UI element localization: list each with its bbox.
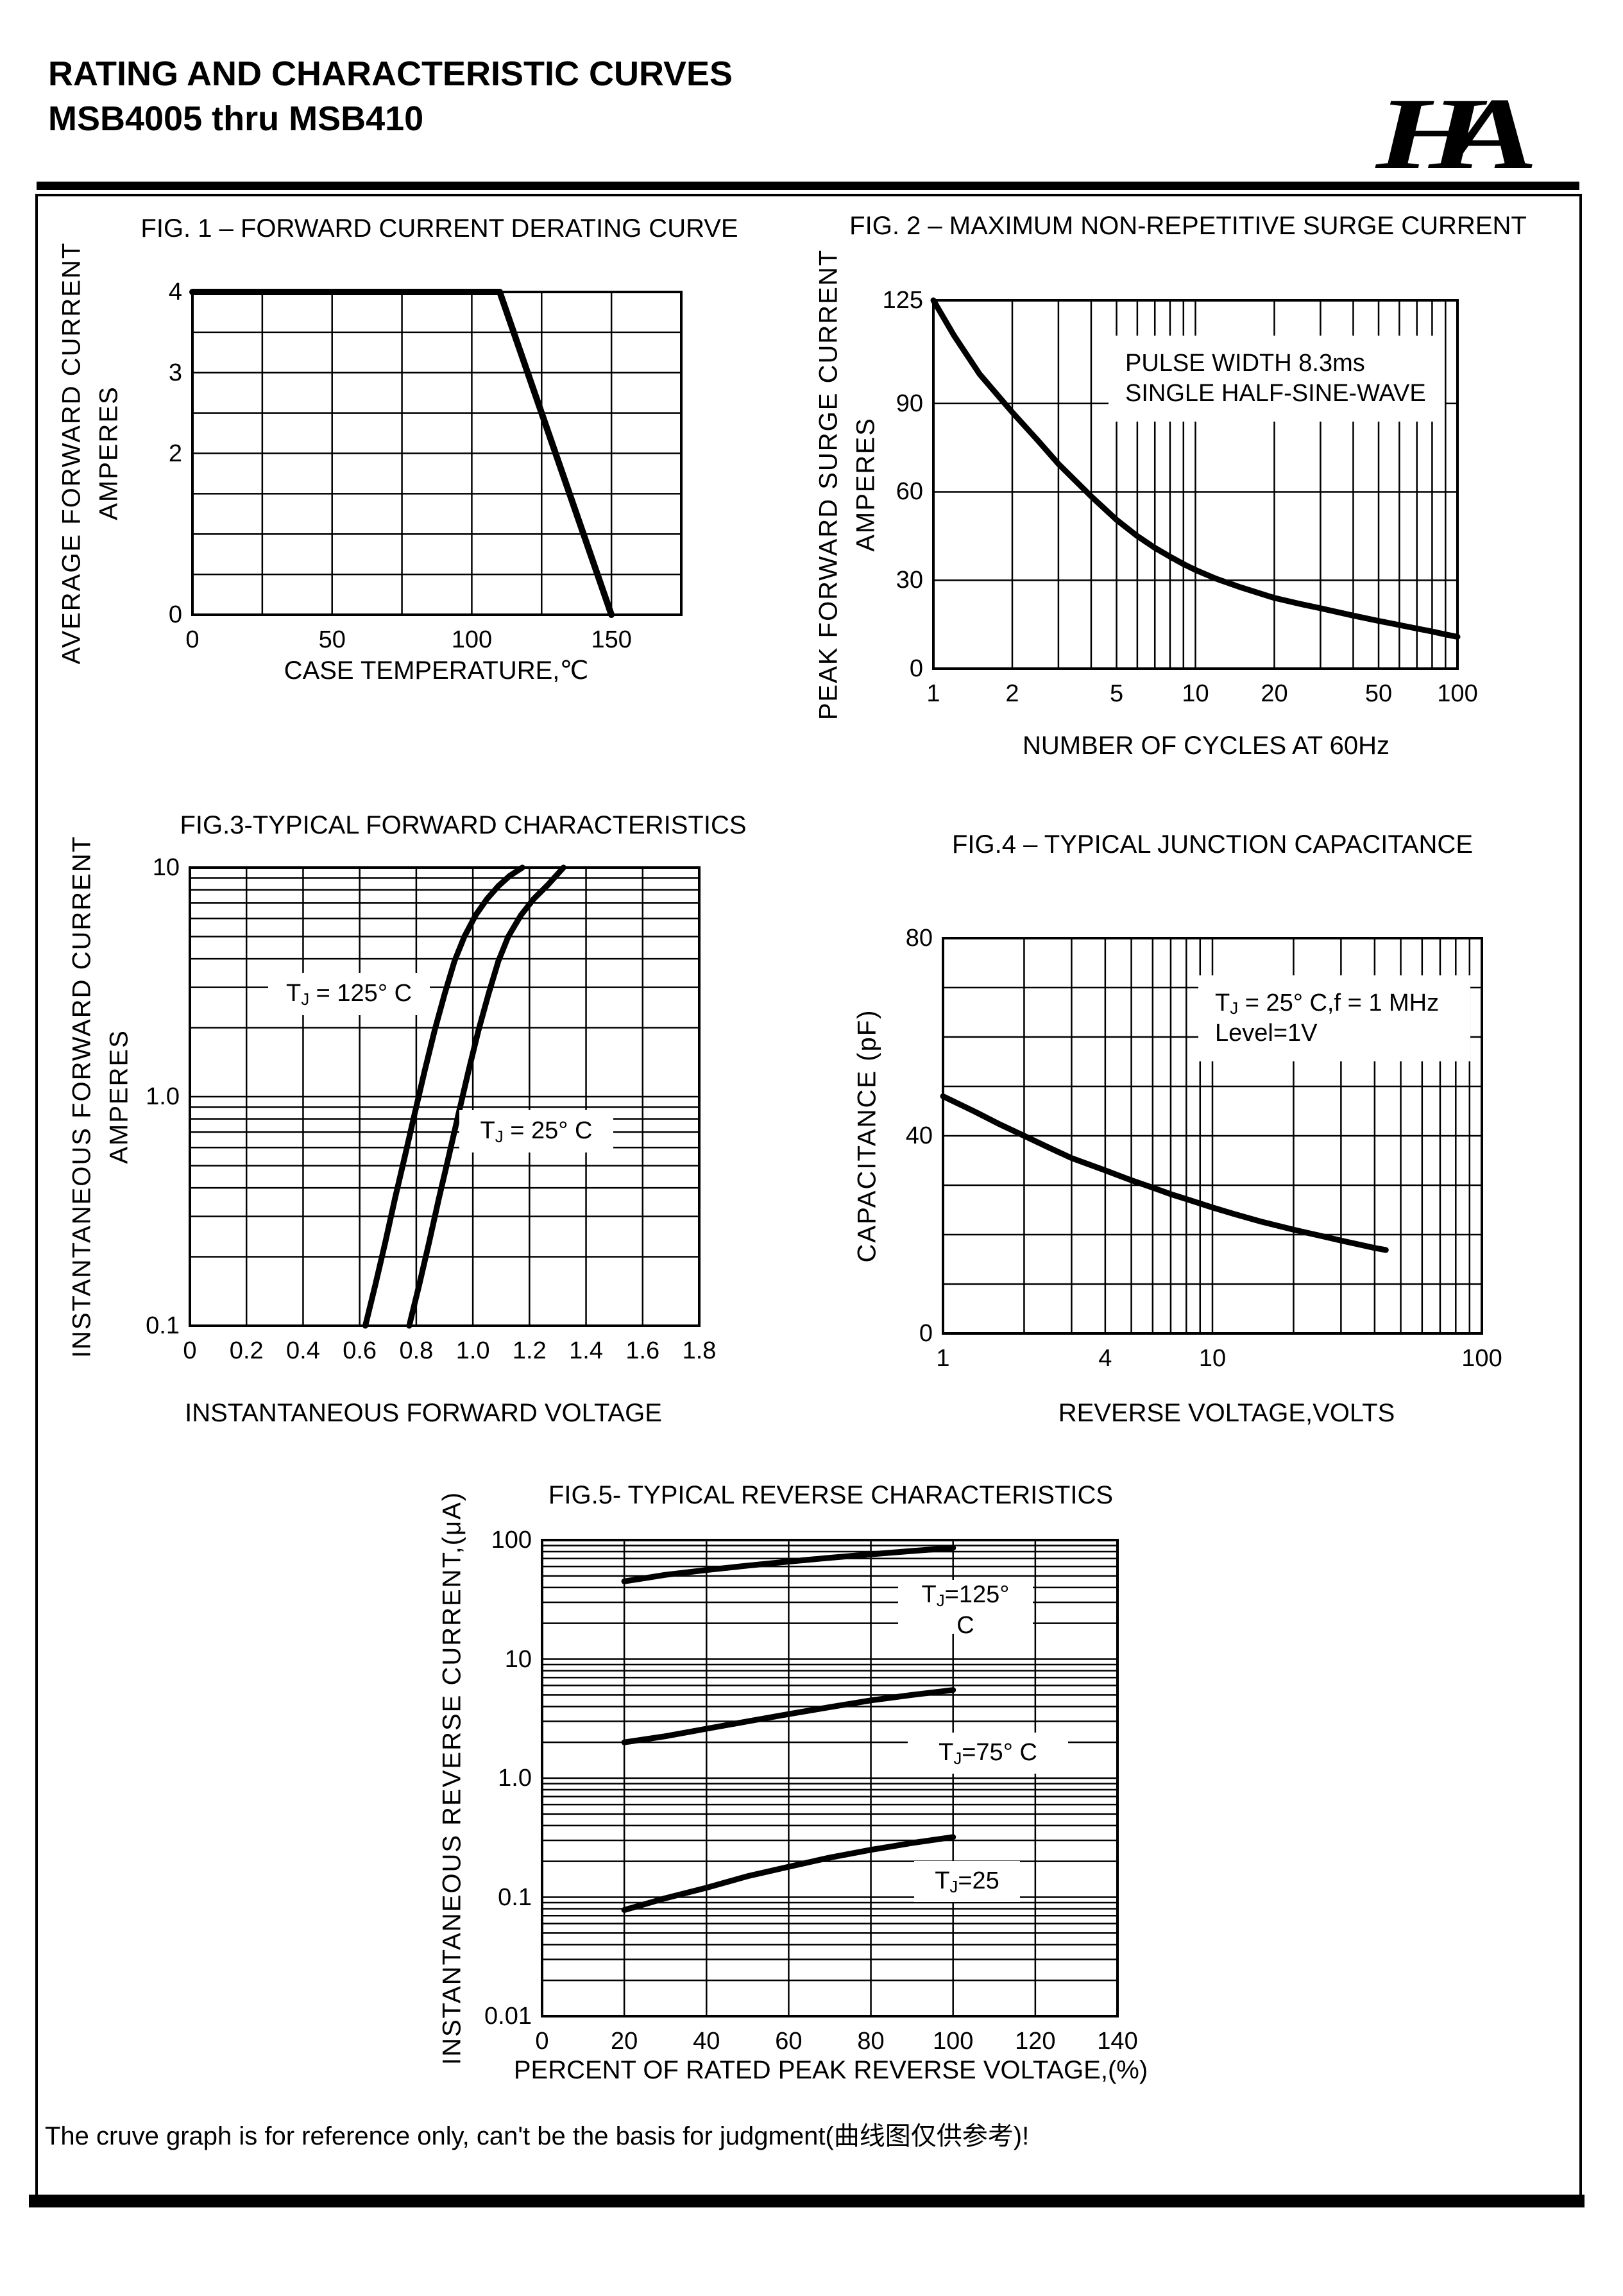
fig4-ytick-80: 80	[905, 925, 933, 952]
fig3-xtick-0.2: 0.2	[229, 1337, 264, 1364]
fig3-xtick-0.8: 0.8	[399, 1337, 434, 1364]
fig5-y-axis-title-1: INSTANTANEOUS REVERSE CURRENT,(μA)	[438, 1491, 466, 2066]
fig4-ytick-0: 0	[919, 1320, 933, 1347]
page-title: RATING AND CHARACTERISTIC CURVES	[48, 55, 733, 93]
fig1-xtick-50: 50	[318, 626, 346, 653]
fig2-ytick-0: 0	[909, 655, 923, 682]
fig1-ytick-3: 3	[168, 359, 182, 386]
fig5-xtick-20: 20	[611, 2028, 638, 2055]
fig2-y-axis-title-1: PEAK FORWARD SURGE CURRENT	[814, 248, 843, 721]
fig5-label-tj75: TJ=75° C	[908, 1733, 1068, 1774]
header-rule	[37, 182, 1579, 190]
fig2-ytick-125: 125	[882, 287, 923, 314]
fig3-xtick-1.6: 1.6	[625, 1337, 660, 1364]
fig5-label-tj125-line: C	[956, 1611, 974, 1634]
fig2-xtick-5: 5	[1109, 680, 1124, 707]
fig2-annotation: PULSE WIDTH 8.3ms SINGLE HALF-SINE-WAVE	[1109, 336, 1445, 422]
fig5-label-tj75-line: TJ=75° C	[939, 1739, 1037, 1768]
fig5-xtick-60: 60	[775, 2028, 803, 2055]
fig3-xtick-1.0: 1.0	[455, 1337, 490, 1364]
fig3-label-tj25-line: TJ = 25° C	[480, 1117, 593, 1146]
fig2-x-axis-title: NUMBER OF CYCLES AT 60Hz	[1023, 732, 1389, 760]
fig4-title: FIG.4 – TYPICAL JUNCTION CAPACITANCE	[952, 830, 1473, 859]
fig3-x-axis-title: INSTANTANEOUS FORWARD VOLTAGE	[185, 1399, 662, 1427]
fig5-title: FIG.5- TYPICAL REVERSE CHARACTERISTICS	[548, 1481, 1114, 1509]
fig1-y-axis-title-2: AMPERES	[94, 386, 123, 520]
fig5-ytick-1.0: 1.0	[498, 1765, 532, 1792]
fig1-title: FIG. 1 – FORWARD CURRENT DERATING CURVE	[140, 214, 738, 243]
fig2-xtick-10: 10	[1182, 680, 1209, 707]
fig4-ytick-40: 40	[905, 1122, 933, 1149]
fig5-label-tj25: TJ=25	[914, 1861, 1020, 1902]
fig2-xtick-1: 1	[926, 680, 940, 707]
fig1-xtick-0: 0	[185, 626, 200, 653]
fig3-xtick-0.6: 0.6	[343, 1337, 377, 1364]
fig3-ytick-0.1: 0.1	[146, 1312, 180, 1339]
fig2-ytick-90: 90	[896, 390, 923, 417]
fig3-xtick-0.4: 0.4	[286, 1337, 320, 1364]
page-subtitle: MSB4005 thru MSB410	[48, 99, 424, 138]
fig5-xtick-40: 40	[693, 2028, 720, 2055]
bottom-bar	[29, 2195, 1585, 2207]
fig1-y-axis-title-1: AVERAGE FORWARD CURRENT	[57, 241, 86, 665]
fig1-ytick-2: 2	[168, 440, 182, 467]
content-frame	[35, 194, 1582, 2195]
fig2-ytick-60: 60	[896, 478, 923, 506]
fig2-xtick-2: 2	[1005, 680, 1019, 707]
fig1-ytick-0: 0	[168, 601, 182, 628]
fig1-x-axis-title: CASE TEMPERATURE,℃	[284, 656, 589, 685]
fig3-title: FIG.3-TYPICAL FORWARD CHARACTERISTICS	[180, 811, 747, 839]
fig3-y-axis-title-1: INSTANTANEOUS FORWARD CURRENT	[67, 835, 96, 1358]
fig5-xtick-120: 120	[1015, 2028, 1056, 2055]
fig5-ytick-0.1: 0.1	[498, 1883, 532, 1911]
fig1-xtick-150: 150	[591, 626, 632, 653]
fig2-y-axis-title-2: AMPERES	[851, 417, 880, 552]
fig4-annotation-line: Level=1V	[1215, 1020, 1318, 1047]
fig3-xtick-1.2: 1.2	[512, 1337, 547, 1364]
fig4-annotation: TJ = 25° C,f = 1 MHz Level=1V	[1198, 975, 1470, 1061]
fig3-y-axis-title-2: AMPERES	[105, 1029, 133, 1164]
footer-note: The cruve graph is for reference only, c…	[45, 2122, 1030, 2150]
fig2-annotation-line: SINGLE HALF-SINE-WAVE	[1125, 380, 1426, 407]
fig5-x-axis-title: PERCENT OF RATED PEAK REVERSE VOLTAGE,(%…	[513, 2056, 1148, 2084]
fig2-title: FIG. 2 – MAXIMUM NON-REPETITIVE SURGE CU…	[849, 212, 1527, 240]
fig2-xtick-20: 20	[1261, 680, 1288, 707]
fig5-xtick-0: 0	[535, 2028, 549, 2055]
fig4-x-axis-title: REVERSE VOLTAGE,VOLTS	[1058, 1399, 1395, 1427]
fig2-xtick-100: 100	[1437, 680, 1478, 707]
fig5-xtick-140: 140	[1097, 2028, 1138, 2055]
fig4-annotation-line: TJ = 25° C,f = 1 MHz	[1215, 989, 1440, 1018]
fig5-label-tj25-line: TJ=25	[935, 1867, 999, 1896]
fig5-label-tj125-line: TJ=125°	[921, 1581, 1010, 1610]
fig4-y-axis-title-1: CAPACITANCE (pF)	[853, 1009, 881, 1263]
fig4-xtick-100: 100	[1461, 1345, 1502, 1372]
fig3-label-tj125: TJ = 125° C	[268, 973, 430, 1015]
fig5-ytick-0.01: 0.01	[484, 2003, 532, 2030]
fig3-ytick-10: 10	[152, 854, 180, 881]
fig5-ytick-100: 100	[491, 1527, 532, 1554]
fig4-xtick-10: 10	[1198, 1345, 1227, 1372]
fig3-ytick-1.0: 1.0	[146, 1083, 180, 1110]
fig2-ytick-30: 30	[896, 567, 923, 594]
fig3-xtick-1.8: 1.8	[682, 1337, 717, 1364]
fig3-xtick-1.4: 1.4	[569, 1337, 603, 1364]
fig3-xtick-0: 0	[183, 1337, 197, 1364]
fig5-xtick-100: 100	[933, 2028, 974, 2055]
fig5-label-tj125: TJ=125° C	[898, 1580, 1033, 1634]
fig2-xtick-50: 50	[1364, 680, 1393, 707]
fig2-annotation-line: PULSE WIDTH 8.3ms	[1125, 349, 1365, 377]
fig1-xtick-100: 100	[451, 626, 493, 653]
fig4-xtick-4: 4	[1098, 1345, 1112, 1372]
fig4-xtick-1: 1	[936, 1345, 950, 1372]
fig5-xtick-80: 80	[857, 2028, 885, 2055]
fig3-label-tj25: TJ = 25° C	[459, 1110, 613, 1152]
fig5-ytick-10: 10	[504, 1645, 532, 1673]
fig1-ytick-4: 4	[168, 278, 182, 305]
fig3-label-tj125-line: TJ = 125° C	[285, 980, 412, 1009]
